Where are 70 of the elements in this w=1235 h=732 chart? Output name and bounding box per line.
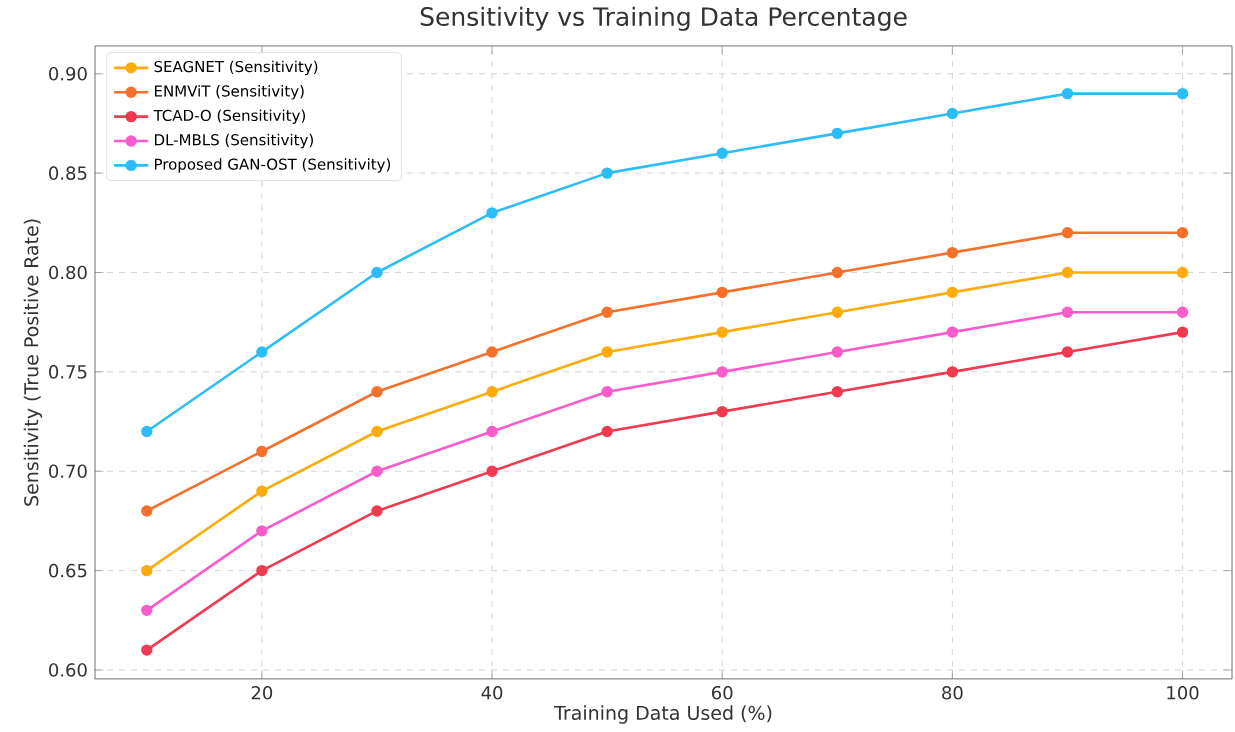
point: [1176, 266, 1189, 279]
x-tick-label: 80: [942, 686, 963, 700]
point: [141, 505, 153, 517]
point: [486, 425, 498, 438]
point: [486, 465, 498, 477]
point: [601, 306, 613, 318]
chart-title: Sensitivity vs Training Data Percentage: [420, 6, 907, 31]
x-tick-label: 100: [1167, 686, 1199, 700]
point: [946, 326, 959, 338]
point: [141, 564, 153, 577]
point: [831, 346, 843, 358]
point: [371, 505, 383, 517]
point: [256, 564, 268, 577]
point: [946, 366, 959, 378]
point: [1176, 227, 1189, 239]
x-axis-title: Training Data Used (%): [554, 705, 772, 724]
point: [601, 346, 613, 358]
point: [256, 485, 268, 497]
x-tick-label: 20: [251, 686, 273, 700]
point: [141, 425, 153, 438]
point: [141, 604, 153, 617]
y-tick-label: 0.80: [49, 265, 87, 280]
point: [1176, 326, 1189, 338]
y-tick-label: 0.90: [49, 66, 87, 81]
y-tick-label: 0.65: [49, 563, 87, 578]
point: [831, 306, 843, 318]
point: [256, 525, 268, 537]
point: [256, 346, 268, 358]
point: [601, 167, 613, 179]
point: [371, 465, 383, 477]
point: [371, 266, 383, 279]
point: [601, 386, 613, 398]
legend-label: ENMViT (Sensitivity): [154, 85, 304, 100]
point: [831, 127, 843, 140]
y-tick-label: 0.85: [49, 166, 87, 180]
point: [716, 326, 728, 338]
x-tick-label: 40: [481, 686, 503, 700]
point: [601, 425, 613, 438]
y-tick-label: 0.60: [49, 663, 87, 677]
point: [831, 386, 843, 398]
point: [716, 147, 728, 159]
point: [1061, 266, 1074, 279]
legend-label: SEAGNET (Sensitivity): [154, 60, 318, 76]
point: [716, 405, 728, 418]
y-axis-title: Sensitivity (True Positive Rate): [23, 219, 43, 506]
point: [946, 246, 959, 259]
point: [1061, 346, 1074, 358]
legend-label: TCAD-O (Sensitivity): [153, 109, 305, 124]
point: [716, 366, 728, 378]
legend-label: Proposed GAN-OST (Sensitivity): [154, 158, 391, 173]
point: [946, 286, 959, 299]
y-tick-label: 0.70: [49, 464, 87, 479]
point: [256, 445, 268, 458]
point: [371, 386, 383, 398]
point: [486, 207, 498, 219]
point: [831, 266, 843, 279]
point: [371, 425, 383, 438]
point: [1061, 87, 1074, 100]
point: [1061, 306, 1074, 318]
point: [1061, 227, 1074, 239]
point: [946, 107, 959, 120]
point: [486, 346, 498, 358]
point: [141, 644, 153, 656]
y-tick-label: 0.75: [49, 365, 87, 379]
point: [1176, 306, 1189, 318]
point: [1176, 87, 1189, 100]
point: [486, 386, 498, 398]
point: [716, 286, 728, 299]
legend-label: DL-MBLS (Sensitivity): [154, 133, 313, 149]
x-tick-label: 60: [712, 686, 733, 700]
